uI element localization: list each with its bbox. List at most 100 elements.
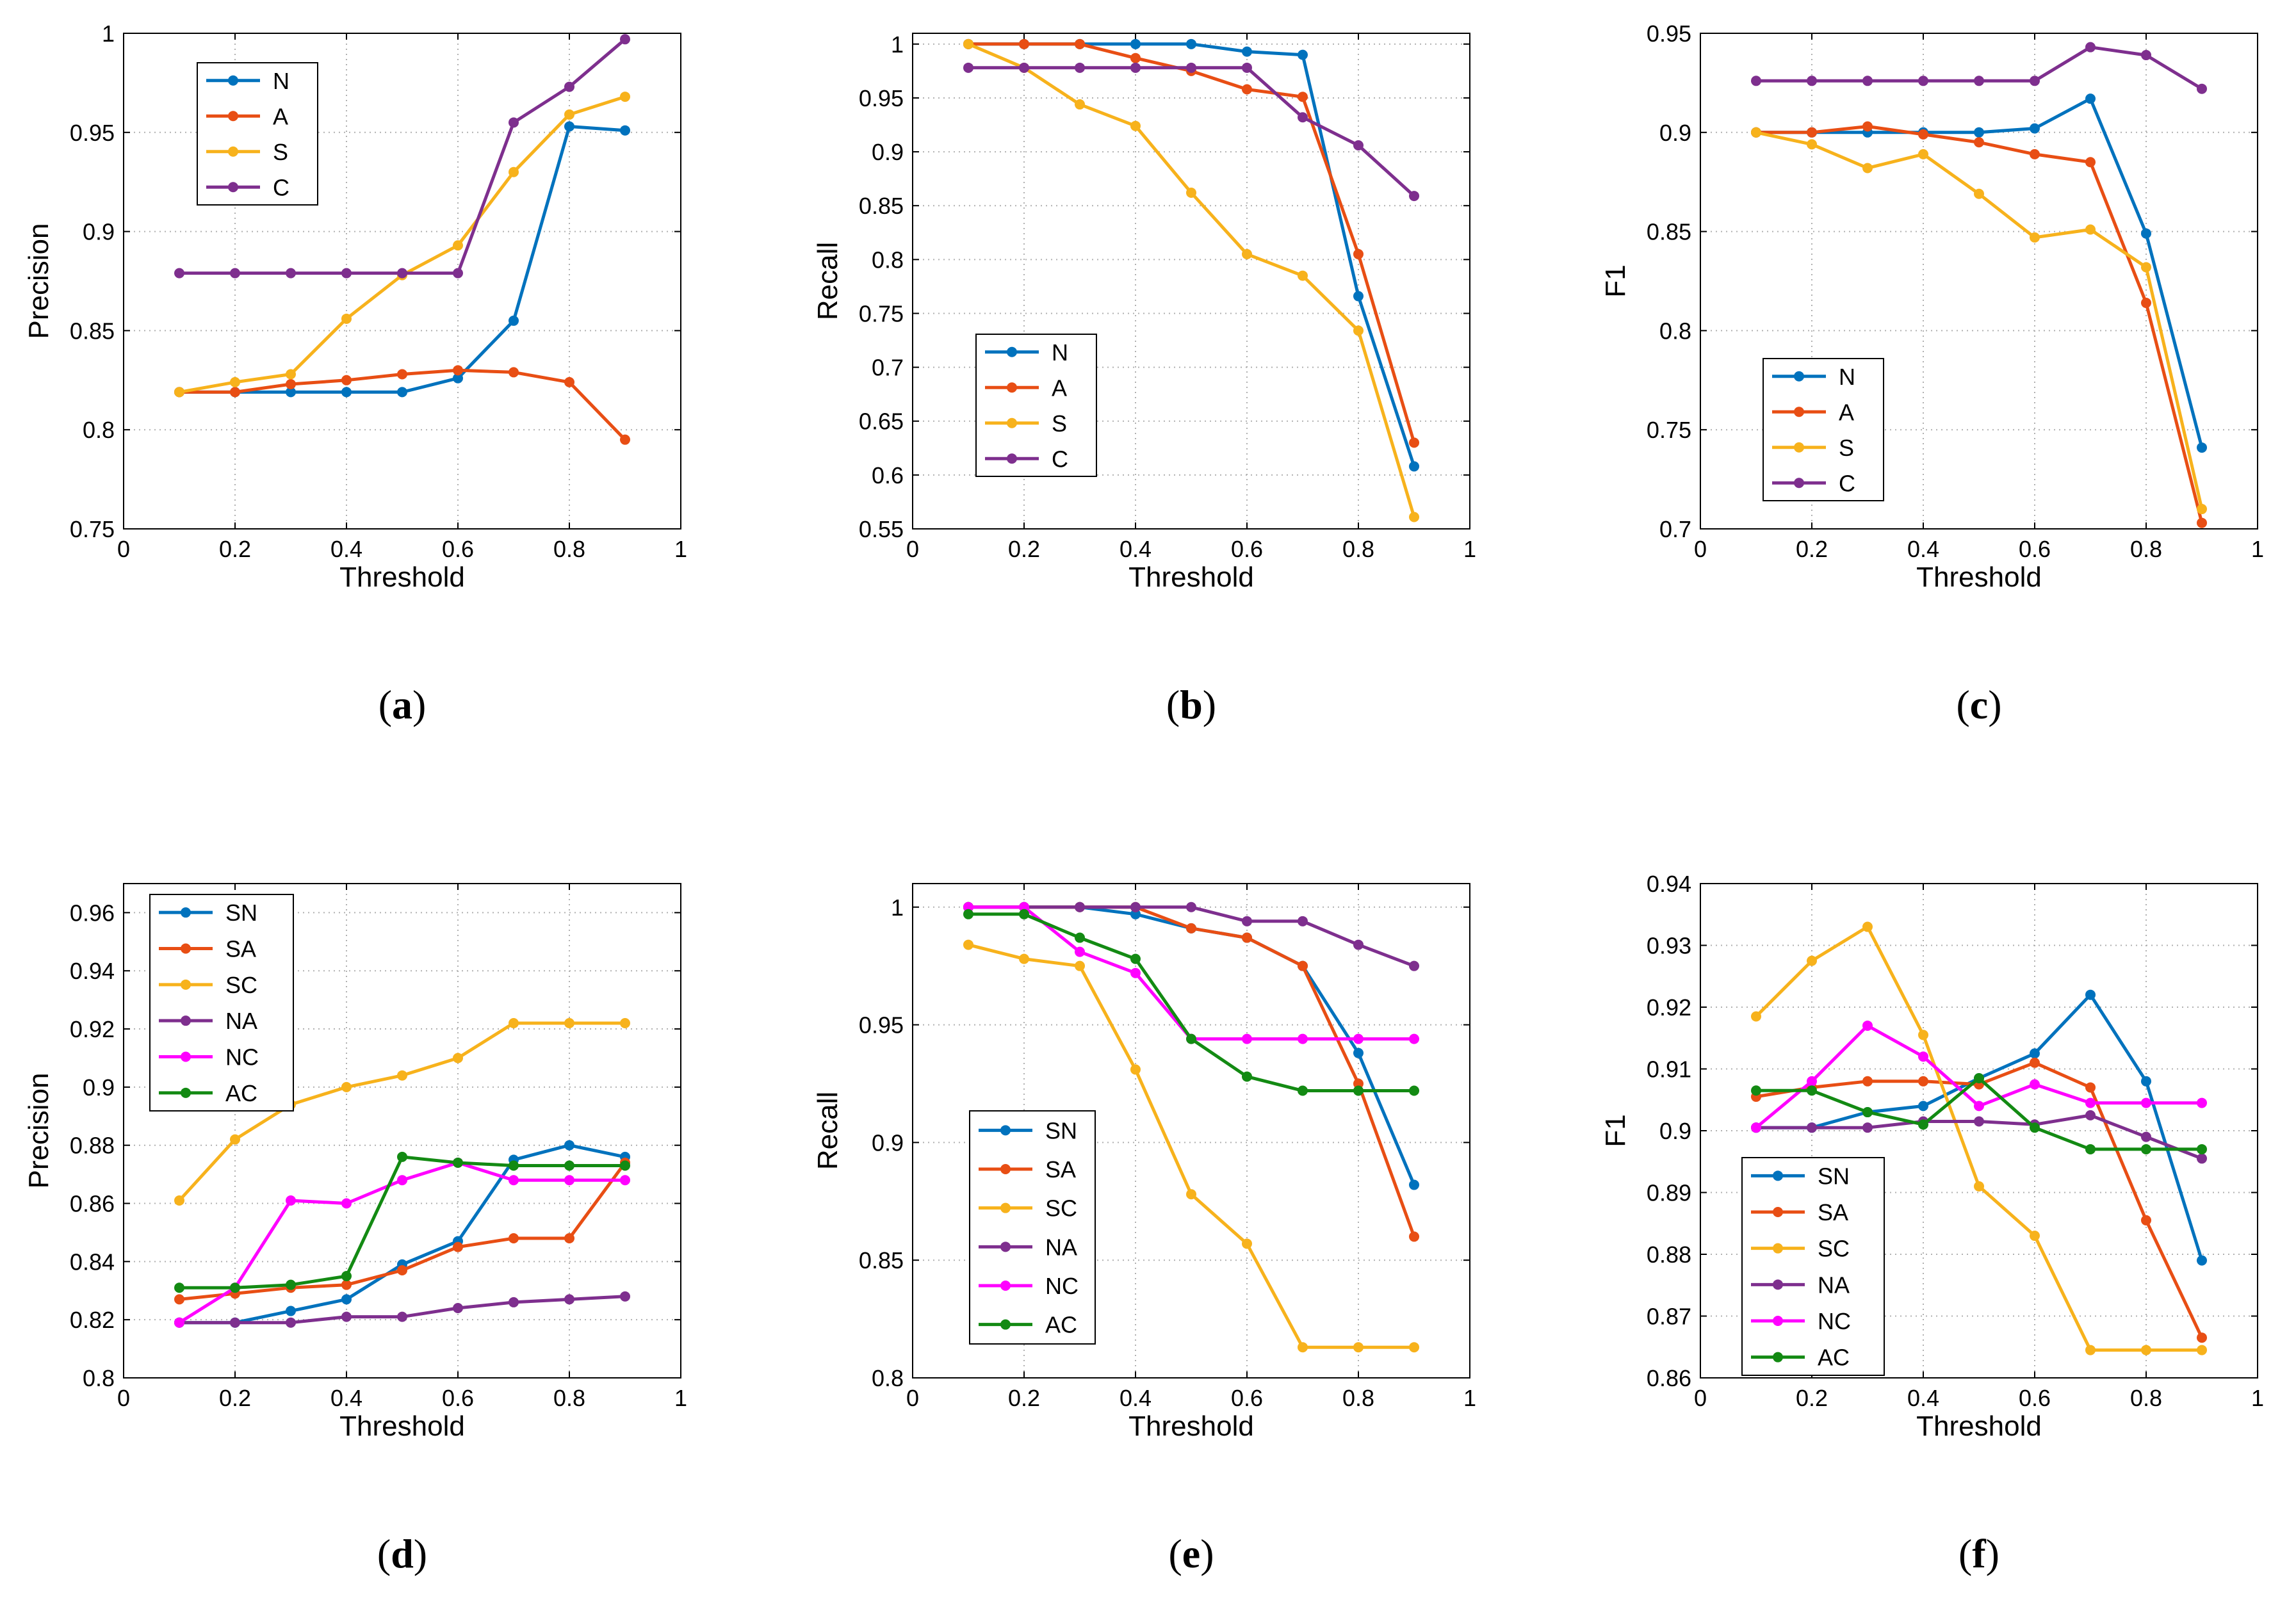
data-point-sa <box>397 1265 407 1275</box>
data-point-na <box>1807 1122 1817 1133</box>
legend-marker-sn <box>181 907 191 918</box>
data-point-n <box>2085 93 2096 104</box>
data-point-nc <box>1019 902 1029 912</box>
data-point-sa <box>1918 1076 1928 1087</box>
data-point-na <box>509 1297 519 1307</box>
legend-label-s: S <box>1839 435 1854 461</box>
data-point-c <box>1409 191 1419 202</box>
data-point-s <box>1186 188 1196 198</box>
x-tick-label: 0.6 <box>442 536 474 562</box>
x-tick-label: 0 <box>906 1385 919 1411</box>
data-point-ac <box>341 1271 352 1282</box>
data-point-s <box>963 38 973 49</box>
data-point-c <box>620 34 630 45</box>
panel-caption: (f) <box>1958 1531 1999 1576</box>
y-tick-label: 0.85 <box>1647 219 1691 245</box>
data-point-na <box>397 1311 407 1322</box>
data-point-nc <box>1409 1033 1419 1044</box>
data-point-sn <box>564 1140 574 1151</box>
data-point-a <box>397 369 407 380</box>
legend-label-c: C <box>1839 470 1855 496</box>
data-point-ac <box>397 1151 407 1162</box>
data-point-a <box>1019 38 1029 49</box>
data-point-a <box>453 365 463 376</box>
legend-box <box>197 62 318 206</box>
data-point-a <box>2085 157 2096 168</box>
data-point-ac <box>1353 1085 1364 1096</box>
x-axis-label: Threshold <box>1916 562 2042 593</box>
x-tick-label: 0 <box>117 1385 130 1411</box>
data-point-na <box>564 1294 574 1305</box>
x-tick-label: 0.8 <box>2130 1385 2162 1411</box>
panel-caption: (b) <box>1166 682 1216 727</box>
data-point-sa <box>1186 923 1196 934</box>
legend-marker-nc <box>1000 1281 1011 1291</box>
data-point-sc <box>230 1134 240 1145</box>
legend-label-s: S <box>1052 410 1067 437</box>
data-point-sa <box>453 1241 463 1252</box>
data-point-na <box>1409 960 1419 971</box>
data-point-na <box>1862 1122 1873 1133</box>
data-point-c <box>1186 62 1196 73</box>
y-tick-label: 0.84 <box>70 1249 115 1275</box>
data-point-a <box>230 387 240 398</box>
data-point-a <box>341 375 352 385</box>
legend-box <box>149 894 294 1112</box>
data-point-na <box>453 1303 463 1314</box>
chart-panel-a: 0 0.2 0.4 0.6 0.8 1 0.75 0.8 0.85 0.9 0.95 1 Thresho… <box>23 20 687 727</box>
data-point-sa <box>1298 960 1308 971</box>
x-tick-label: 0.2 <box>1796 1385 1828 1411</box>
y-axis-label: F1 <box>1600 1114 1631 1147</box>
data-point-sc <box>564 1017 574 1028</box>
y-tick-label: 0.87 <box>1647 1304 1691 1330</box>
data-point-a <box>620 434 630 445</box>
data-point-sn <box>286 1306 296 1316</box>
data-point-sc <box>174 1195 184 1206</box>
data-point-a <box>286 378 296 389</box>
series-line-sn <box>179 1144 626 1325</box>
chart-panel-b: 0 0.2 0.4 0.6 0.8 1 0.55 0.6 0.65 0.7 0.75 0.8 0.85 0… <box>812 31 1476 727</box>
data-point-nc <box>509 1175 519 1186</box>
x-tick-label: 1 <box>2251 536 2264 562</box>
data-point-c <box>564 81 574 92</box>
legend-marker-sc <box>1773 1243 1783 1254</box>
y-axis-label: Recall <box>812 242 843 320</box>
legend-label-nc: NC <box>1818 1308 1851 1334</box>
x-tick-label: 1 <box>1463 536 1476 562</box>
data-point-s <box>1974 188 1984 199</box>
legend-label-sc: SC <box>1818 1236 1850 1262</box>
data-point-c <box>963 62 973 73</box>
y-tick-label: 0.94 <box>70 958 115 984</box>
data-point-nc <box>1807 1076 1817 1087</box>
data-point-s <box>2141 262 2151 273</box>
x-axis-label: Threshold <box>1128 562 1254 593</box>
legend-label-c: C <box>1052 446 1068 472</box>
data-point-sc <box>1075 960 1085 971</box>
x-tick-label: 0.4 <box>330 1385 362 1411</box>
data-point-s <box>620 92 630 102</box>
data-point-c <box>2085 42 2096 53</box>
data-point-c <box>1298 112 1308 123</box>
data-point-sc <box>2197 1345 2207 1355</box>
legend-label-c: C <box>273 174 289 200</box>
data-point-sa <box>174 1294 184 1305</box>
data-point-sc <box>341 1081 352 1092</box>
axes-frame <box>123 33 681 530</box>
y-tick-label: 0.55 <box>859 516 904 542</box>
data-point-a <box>564 376 574 387</box>
legend-marker-sn <box>1000 1125 1011 1136</box>
data-point-sn <box>2085 989 2096 1000</box>
legend-label-ac: AC <box>225 1080 257 1106</box>
y-axis-label: Precision <box>23 223 54 339</box>
data-point-n <box>1130 38 1141 49</box>
data-point-ac <box>1862 1107 1873 1118</box>
data-point-ac <box>230 1282 240 1293</box>
legend-label-na: NA <box>1045 1234 1077 1260</box>
data-point-sa <box>509 1233 519 1244</box>
data-point-sc <box>963 939 973 950</box>
legend-label-nc: NC <box>225 1044 259 1071</box>
legend-box <box>1763 358 1884 501</box>
data-point-c <box>509 117 519 128</box>
data-point-ac <box>1974 1072 1984 1083</box>
x-tick-label: 0.4 <box>1120 536 1152 562</box>
